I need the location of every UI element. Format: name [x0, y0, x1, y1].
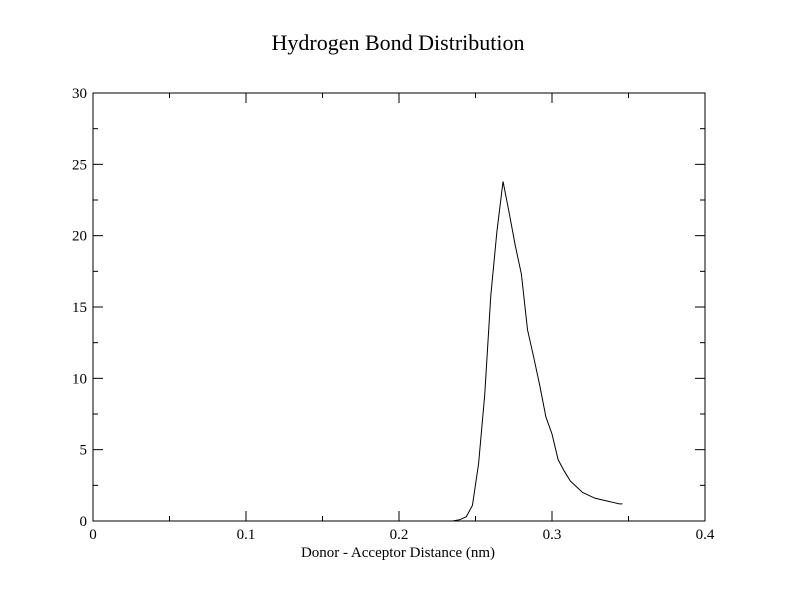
y-tick-label: 25 [72, 157, 87, 173]
y-tick-label: 15 [72, 300, 87, 316]
x-tick-label: 0.1 [237, 527, 256, 543]
axis-ticks [92, 92, 706, 522]
x-tick-label: 0.2 [390, 527, 409, 543]
y-tick-label: 30 [72, 86, 87, 102]
x-tick-label: 0 [89, 527, 97, 543]
chart-title: Hydrogen Bond Distribution [272, 30, 525, 55]
y-tick-label: 20 [72, 229, 87, 245]
axis-tick-labels: 0 0.1 0.2 0.3 0.4 0 5 10 15 20 25 30 [72, 86, 715, 543]
x-axis-label: Donor - Acceptor Distance (nm) [301, 545, 495, 561]
plot-frame [92, 92, 706, 522]
y-tick-label: 10 [72, 371, 87, 387]
y-tick-label: 0 [80, 514, 88, 530]
x-tick-label: 0.3 [543, 527, 562, 543]
y-tick-label: 5 [80, 443, 88, 459]
x-tick-label: 0.4 [696, 527, 715, 543]
series-line [452, 181, 623, 522]
